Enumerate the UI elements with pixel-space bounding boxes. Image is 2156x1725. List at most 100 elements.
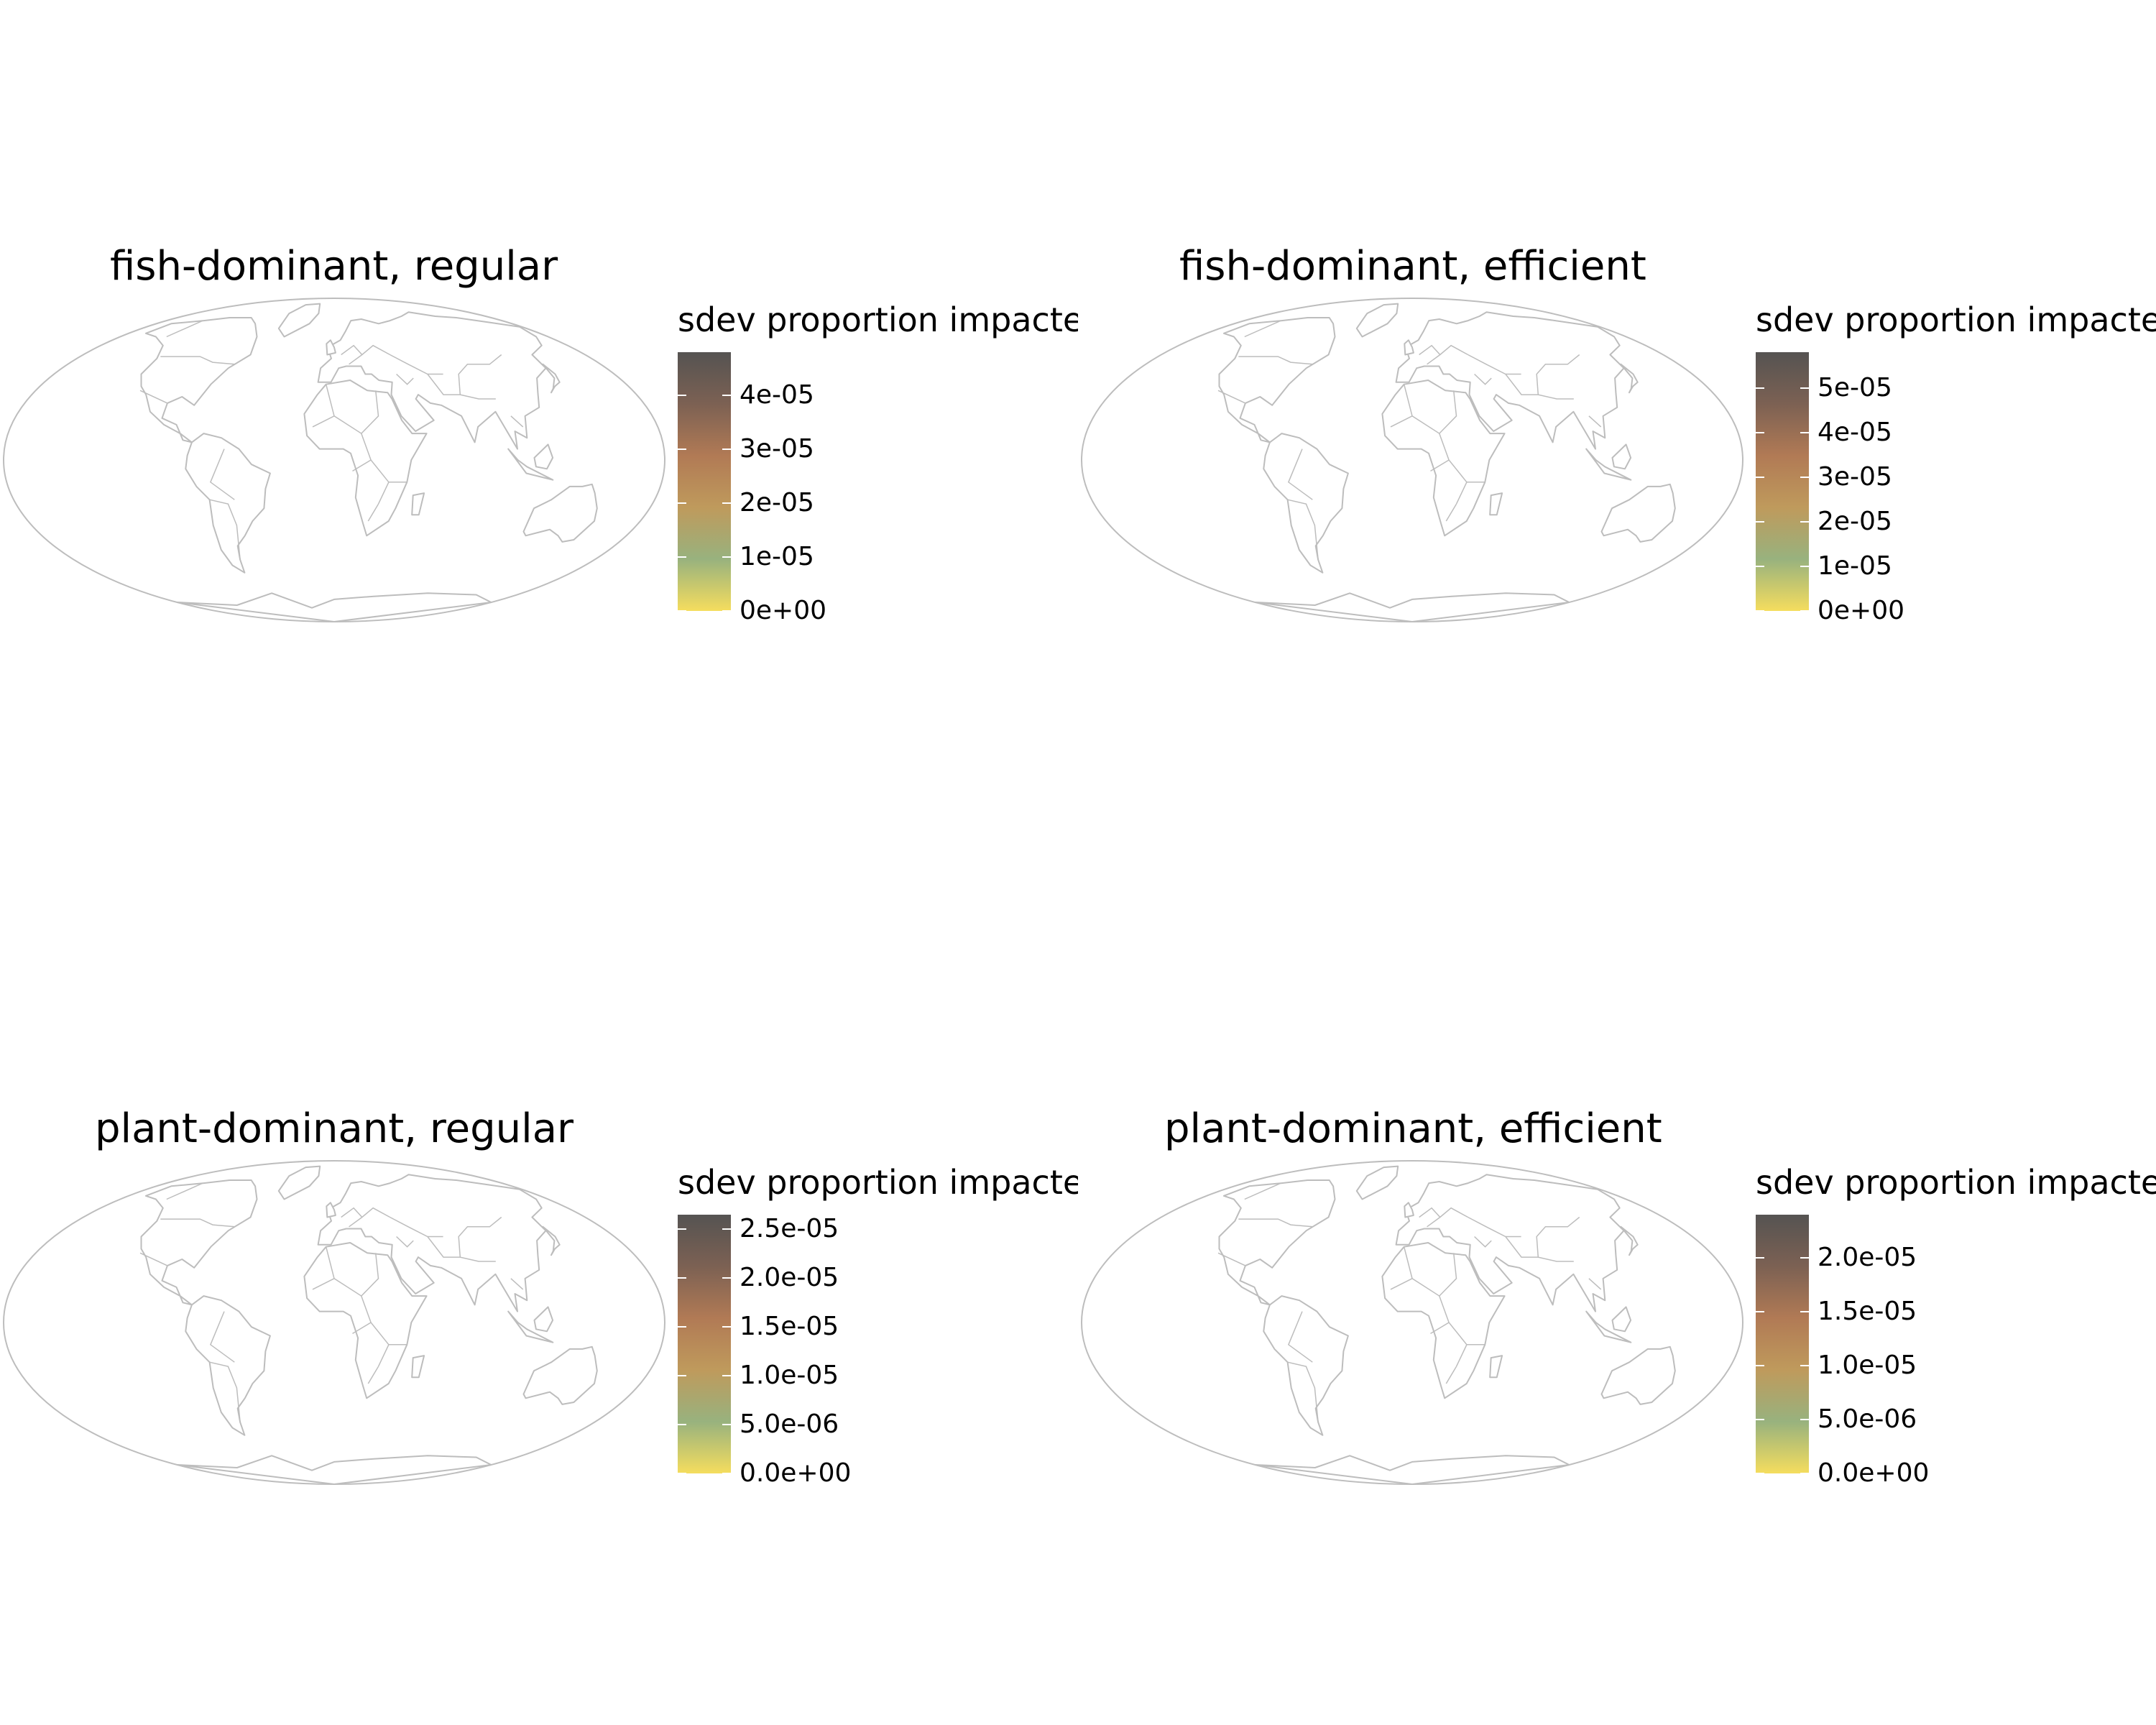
country-border — [1390, 1278, 1413, 1290]
map-panel-fish-efficient: fish-dominant, efficient sdev proportion… — [1078, 0, 2156, 862]
colorbar-tick — [1800, 476, 1809, 478]
landmass-australia — [522, 483, 598, 543]
country-border — [367, 503, 379, 522]
colorbar-tick — [678, 1326, 686, 1328]
legend-title: sdev proportion impacted — [1756, 300, 2156, 339]
country-border — [352, 459, 372, 472]
colorbar-tick — [1800, 1473, 1809, 1474]
colorbar-tick — [1756, 1311, 1764, 1312]
country-border — [209, 448, 235, 500]
panel-title: plant-dominant, efficient — [1164, 1105, 1662, 1152]
colorbar-tick — [1800, 520, 1809, 523]
country-border — [1427, 1207, 1468, 1228]
panel-title: fish-dominant, efficient — [1179, 243, 1646, 290]
landmass-antarctica — [176, 592, 492, 622]
landmass-south-america — [1263, 433, 1349, 574]
country-border — [510, 415, 524, 428]
landmass-antarctica — [1254, 1455, 1570, 1485]
colorbar-tick-label: 5.0e-06 — [740, 1409, 839, 1440]
landmass-antarctica — [176, 1455, 492, 1485]
colorbar-tick — [722, 1277, 731, 1279]
landmass-japan — [542, 363, 561, 394]
country-border — [1244, 1182, 1281, 1200]
country-border — [1468, 354, 1521, 375]
colorbar-tick-label: 5.0e-06 — [1818, 1404, 1917, 1434]
landmass-greenland — [277, 303, 321, 338]
colorbar-tick — [1800, 1419, 1809, 1420]
country-border — [1217, 390, 1246, 404]
country-border — [390, 354, 443, 375]
panel-title: plant-dominant, regular — [95, 1105, 574, 1152]
country-border — [1439, 1295, 1468, 1367]
country-border — [1445, 503, 1457, 522]
colorbar-tick — [678, 448, 686, 450]
colorbar-tick-label: 0e+00 — [1818, 596, 1905, 625]
landmass-antarctica — [1254, 592, 1570, 622]
landmass-madagascar — [411, 492, 425, 516]
landmass-australia — [522, 1346, 598, 1405]
colorbar-tick — [1756, 610, 1764, 612]
colorbar — [1756, 1215, 1809, 1474]
country-border — [325, 384, 379, 435]
country-border — [1474, 373, 1492, 385]
landmass-indonesia — [1585, 448, 1632, 481]
country-border — [325, 1246, 379, 1297]
landmass-australia — [1600, 483, 1676, 543]
legend-title: sdev proportion impacted — [1756, 1163, 2156, 1202]
country-border — [1244, 320, 1281, 338]
colorbar-tick — [678, 556, 686, 558]
legend-title: sdev proportion impacted — [678, 300, 1078, 339]
country-border — [1419, 344, 1441, 356]
colorbar-tick — [722, 556, 731, 558]
country-border — [166, 320, 203, 338]
country-border — [312, 415, 335, 428]
colorbar-tick — [1800, 610, 1809, 612]
landmass-indonesia — [507, 1310, 554, 1343]
country-border — [1439, 433, 1468, 505]
country-border — [1445, 1366, 1457, 1384]
country-border — [396, 1236, 414, 1248]
map-panel-fish-regular: fish-dominant, regular sdev proportion i… — [0, 0, 1078, 862]
landmass-japan — [542, 1225, 561, 1256]
country-border — [1474, 1236, 1492, 1248]
colorbar-tick-label: 0.0e+00 — [740, 1458, 852, 1488]
country-border — [139, 390, 168, 404]
landmass-north-america — [140, 1179, 258, 1306]
country-border — [349, 1207, 390, 1228]
colorbar-tick-label: 2.0e-05 — [740, 1263, 839, 1293]
country-border — [209, 499, 241, 560]
colorbar-tick — [678, 1228, 686, 1230]
landmass-uk — [1404, 1202, 1414, 1218]
country-border — [1588, 415, 1602, 428]
colorbar-tick — [722, 610, 731, 612]
landmass-uk — [1404, 339, 1414, 356]
colorbar-tick — [678, 395, 686, 396]
country-border — [1403, 384, 1457, 435]
colorbar-tick-label: 3e-05 — [1818, 461, 1892, 492]
landmass-japan — [1620, 1225, 1639, 1256]
colorbar-tick — [1800, 1365, 1809, 1366]
landmass-north-america — [140, 317, 258, 443]
colorbar-tick-label: 2.5e-05 — [740, 1214, 839, 1244]
country-border — [1287, 1361, 1319, 1422]
landmass-madagascar — [411, 1355, 425, 1379]
colorbar — [678, 1215, 731, 1474]
colorbar-tick — [722, 448, 731, 450]
colorbar-tick — [722, 1473, 731, 1474]
colorbar-tick-label: 0e+00 — [740, 596, 827, 625]
country-border — [1238, 356, 1314, 365]
map-panel-plant-regular: plant-dominant, regular sdev proportion … — [0, 862, 1078, 1725]
landmass-indonesia — [1585, 1310, 1632, 1343]
colorbar-tick-label: 1e-05 — [740, 542, 814, 571]
colorbar-tick — [1756, 1257, 1764, 1259]
landmass-borneo-png — [1611, 1306, 1632, 1333]
landmass-north-america — [1218, 1179, 1336, 1306]
landmass-borneo-png — [533, 443, 554, 470]
landmass-uk — [326, 339, 336, 356]
colorbar-tick — [678, 1277, 686, 1279]
colorbar-tick — [1756, 476, 1764, 478]
country-border — [1536, 1216, 1580, 1258]
colorbar-tick-label: 2e-05 — [740, 488, 814, 518]
world-map — [3, 298, 665, 622]
country-border — [1390, 415, 1413, 428]
